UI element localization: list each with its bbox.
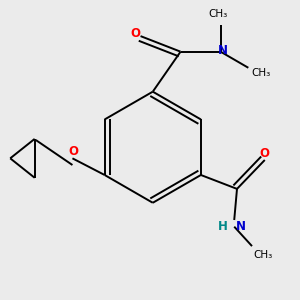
Text: CH₃: CH₃ (251, 68, 270, 78)
Text: CH₃: CH₃ (254, 250, 273, 260)
Text: N: N (218, 44, 228, 57)
Text: N: N (236, 220, 246, 233)
Text: O: O (130, 27, 141, 40)
Text: CH₃: CH₃ (208, 9, 227, 19)
Text: O: O (260, 147, 270, 160)
Text: H: H (218, 220, 228, 233)
Text: O: O (68, 145, 78, 158)
